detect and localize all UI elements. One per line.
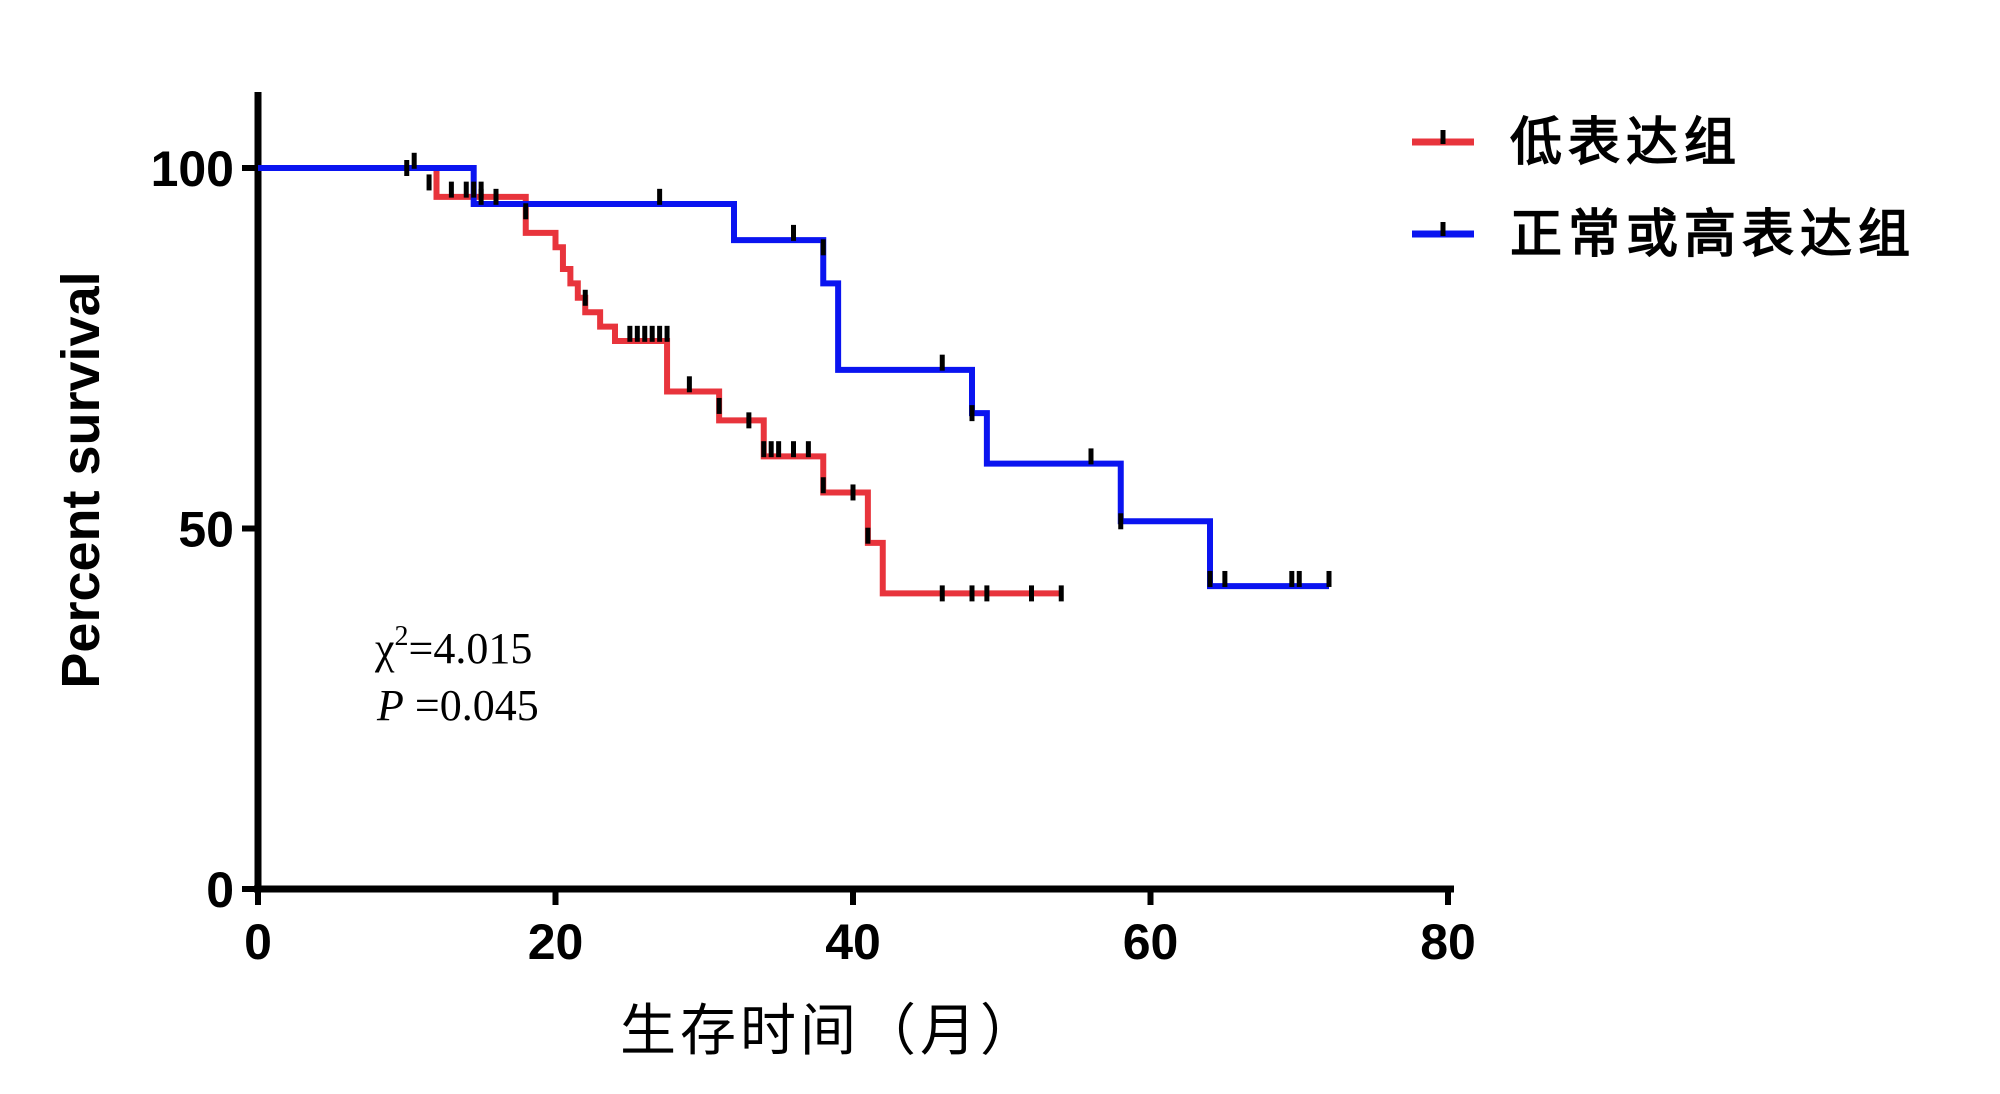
statistics-annotation: χ2=4.015 P =0.045 <box>374 621 539 730</box>
y-tick-label: 0 <box>206 862 234 918</box>
censor-marks <box>404 152 1332 602</box>
x-axis-title: 生存时间（月） <box>620 999 1040 1064</box>
legend-label-high: 正常或高表达组 <box>1510 205 1916 265</box>
series-line-0 <box>258 165 1062 597</box>
legend-label-low: 低表达组 <box>1510 113 1742 173</box>
x-tick-label: 80 <box>1420 914 1476 970</box>
x-tick-label: 40 <box>825 914 881 970</box>
chi-exponent: 2 <box>395 621 409 652</box>
series-line-1 <box>258 165 1329 590</box>
p-value-text: P =0.045 <box>376 681 539 730</box>
p-label: P <box>376 681 404 730</box>
x-tick-label: 0 <box>244 914 272 970</box>
x-tick-label: 20 <box>528 914 584 970</box>
p-value: =0.045 <box>404 681 539 730</box>
x-tick-label: 60 <box>1123 914 1179 970</box>
chi-symbol: χ <box>374 624 395 673</box>
axis-ticks: 0 20 40 60 80 0 50 100 <box>151 141 1476 970</box>
legend: 低表达组 正常或高表达组 <box>1412 113 1916 265</box>
chi-value: =4.015 <box>409 624 533 673</box>
survival-curves <box>258 165 1329 597</box>
y-axis-title: Percent survival <box>51 271 111 688</box>
legend-item-low: 低表达组 <box>1412 113 1742 173</box>
legend-item-high: 正常或高表达组 <box>1412 205 1916 265</box>
chi-square-text: χ2=4.015 <box>374 621 532 673</box>
y-tick-label: 100 <box>151 141 234 197</box>
y-tick-label: 50 <box>178 502 234 558</box>
